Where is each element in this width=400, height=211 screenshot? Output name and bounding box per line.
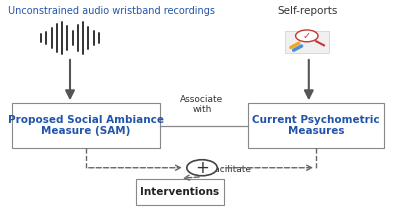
Text: Interventions: Interventions bbox=[140, 187, 220, 197]
Text: Associate
with: Associate with bbox=[180, 95, 224, 114]
Text: Unconstrained audio wristband recordings: Unconstrained audio wristband recordings bbox=[8, 6, 215, 16]
Circle shape bbox=[296, 30, 318, 42]
Text: ✓: ✓ bbox=[303, 31, 311, 41]
FancyBboxPatch shape bbox=[136, 179, 224, 205]
Text: Current Psychometric
Measures: Current Psychometric Measures bbox=[252, 115, 380, 136]
Text: Facilitate: Facilitate bbox=[210, 165, 251, 174]
FancyBboxPatch shape bbox=[285, 31, 329, 53]
FancyBboxPatch shape bbox=[12, 103, 160, 148]
Text: +: + bbox=[195, 159, 209, 177]
Text: Self-reports: Self-reports bbox=[278, 6, 338, 16]
Text: Proposed Social Ambiance
Measure (SAM): Proposed Social Ambiance Measure (SAM) bbox=[8, 115, 164, 136]
FancyBboxPatch shape bbox=[248, 103, 384, 148]
Circle shape bbox=[187, 160, 217, 176]
